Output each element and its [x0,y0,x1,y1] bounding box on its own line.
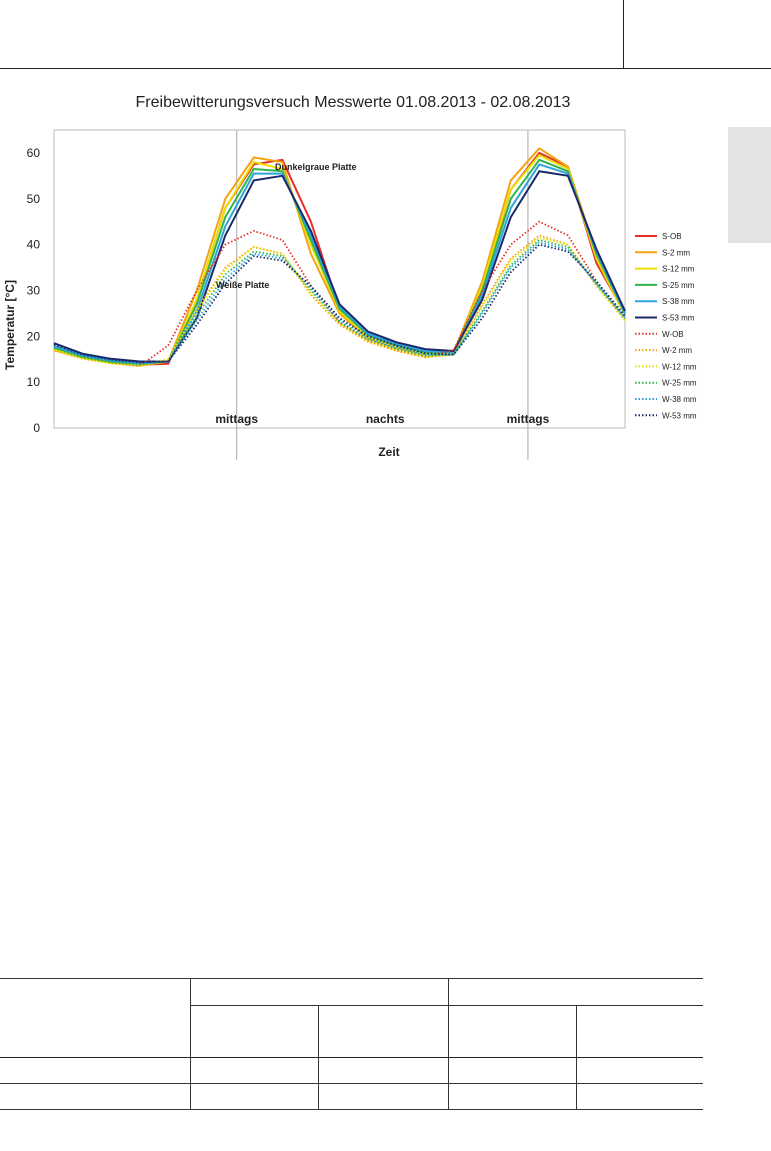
legend: S-OB S-2 mm S-12 mm S-25 mm S-38 mm S-53 mm W-… [635,232,697,420]
chart-annotation: Weiße Platte [216,280,269,290]
y-tick-label: 40 [27,238,41,252]
legend-label: W-2 mm [662,346,692,355]
series-line-s-25mm [53,158,626,365]
table-rule-header [0,1057,703,1058]
table-col-4 [576,1005,577,1109]
series-line-s-2mm [53,147,626,367]
x-annotations: mittags nachts mittags [215,412,549,426]
table-col-1 [190,978,191,1109]
series-line-s-ob [53,151,626,366]
y-axis-label: Temperatur [°C] [3,280,17,370]
legend-label: W-38 mm [662,395,697,404]
y-tick-label: 0 [33,421,40,435]
legend-label: S-OB [662,232,682,241]
table-rule-bottom [0,1109,703,1110]
series-line-s-38mm [53,163,626,364]
legend-label: S-53 mm [662,314,695,323]
legend-label: W-25 mm [662,379,697,388]
y-tick-label: 10 [27,375,41,389]
x-annotation-label: nachts [366,412,405,426]
legend-label: S-12 mm [662,265,695,274]
table-col-2 [318,1005,319,1109]
legend-label: S-2 mm [662,248,690,257]
legend-label: W-OB [662,330,684,339]
annotations: Dunkelgraue Platte Weiße Platte [216,162,357,290]
y-tick-label: 50 [27,192,41,206]
table-rule-sub [190,1005,703,1006]
header-divider [623,0,624,69]
legend-label: S-25 mm [662,281,695,290]
series-line-w-12mm [53,236,626,367]
temperature-chart: Freibewitterungsversuch Messwerte 01.08.… [3,94,697,460]
y-tick-label: 20 [27,329,41,343]
series-line-s-53mm [53,170,626,363]
y-tick-label: 60 [27,146,41,160]
plot-area [53,129,626,460]
y-axis: 0 10 20 30 40 50 60 [27,146,41,435]
table-rule-top [0,978,703,979]
table-rule-row1 [0,1083,703,1084]
chart-title: Freibewitterungsversuch Messwerte 01.08.… [136,94,571,111]
legend-label: S-38 mm [662,297,695,306]
series-line-w-ob [53,220,626,368]
chart-annotation: Dunkelgraue Platte [275,162,357,172]
series-line-w-2mm [53,234,626,368]
series-line-s-12mm [53,154,626,366]
header-rule [0,68,771,69]
x-annotation-label: mittags [507,412,550,426]
y-tick-label: 30 [27,283,41,297]
legend-label: W-53 mm [662,411,697,420]
plot-frame [53,129,626,429]
legend-label: W-12 mm [662,362,697,371]
x-axis-label: Zeit [378,445,399,459]
table-col-3 [448,978,449,1109]
series-group [53,147,626,368]
side-tab [728,127,771,243]
x-annotation-label: mittags [215,412,258,426]
